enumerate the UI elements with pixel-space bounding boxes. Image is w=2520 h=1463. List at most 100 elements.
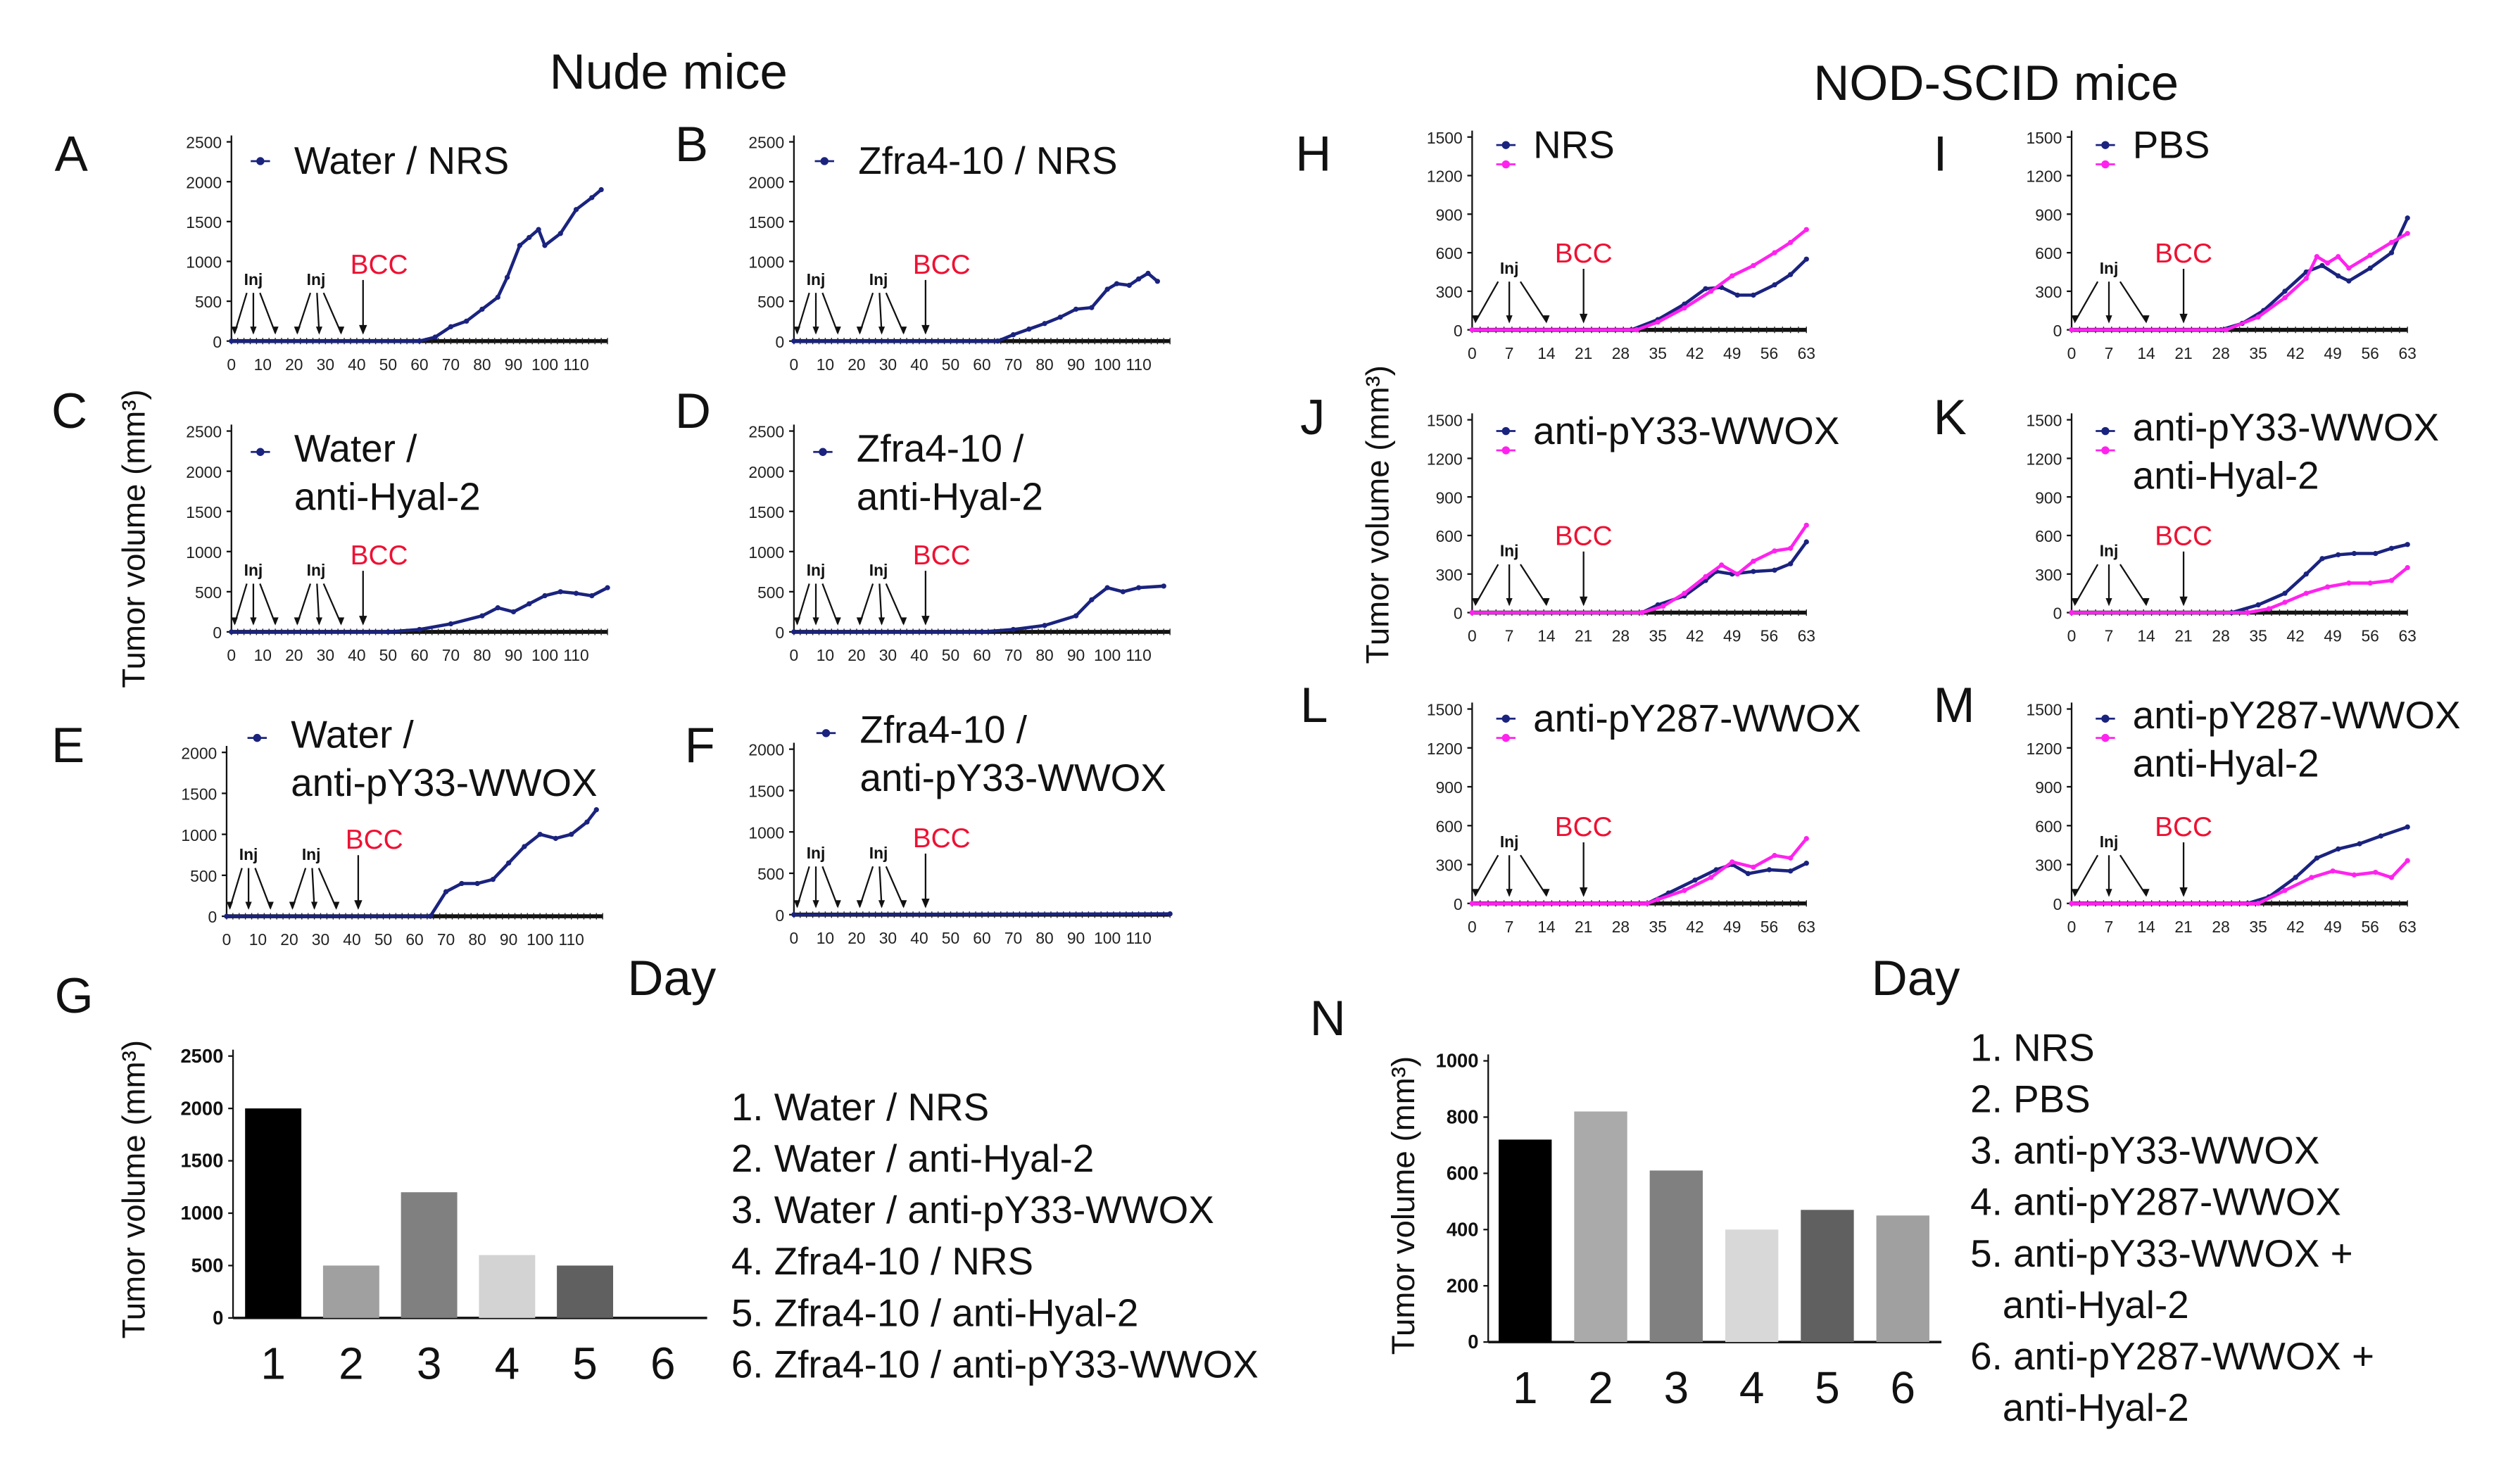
x-tick-label: 42 xyxy=(2286,344,2304,362)
data-point xyxy=(2282,887,2288,894)
data-point xyxy=(2357,841,2362,847)
data-point xyxy=(1682,887,1687,894)
arrow-head xyxy=(2071,889,2079,897)
x-category-label: 1 xyxy=(1513,1362,1538,1413)
x-category-label: 6 xyxy=(1890,1362,1915,1413)
arrow-head xyxy=(2105,889,2112,897)
inj-label: Inj xyxy=(302,845,321,863)
nude-mice-title: Nude mice xyxy=(550,44,788,99)
x-tick-label: 20 xyxy=(848,929,865,947)
data-point xyxy=(2405,231,2410,236)
legend-label: PBS xyxy=(2133,122,2210,166)
x-tick-label: 110 xyxy=(558,930,584,949)
nod-day-label: Day xyxy=(1872,950,1960,1006)
y-tick-label: 300 xyxy=(2035,856,2062,875)
x-tick-label: 49 xyxy=(2324,918,2341,936)
inj-label: Inj xyxy=(869,844,888,862)
x-tick-label: 0 xyxy=(2067,344,2077,362)
data-point xyxy=(1730,859,1735,865)
arrow-head xyxy=(267,901,274,910)
injection-arrow xyxy=(296,583,312,624)
arrow-head xyxy=(812,617,819,626)
arrow-head xyxy=(1579,596,1588,607)
bar-legend-item: 6. Zfra4-10 / anti-pY33-WWOX xyxy=(731,1342,1259,1386)
x-tick-label: 100 xyxy=(531,355,558,374)
y-tick-label: 300 xyxy=(1436,856,1463,875)
data-point xyxy=(569,831,574,837)
x-tick-label: 70 xyxy=(1004,355,1022,374)
data-point xyxy=(2282,289,2288,294)
arrow-head xyxy=(1506,597,1513,607)
data-point xyxy=(474,880,480,887)
arrow-head xyxy=(311,901,318,910)
x-tick-label: 50 xyxy=(379,646,397,664)
x-tick-label: 40 xyxy=(910,646,928,664)
data-point xyxy=(2303,275,2309,281)
y-tick-label: 600 xyxy=(1436,817,1463,835)
x-tick-label: 110 xyxy=(563,646,588,664)
data-point xyxy=(1135,585,1142,590)
injection-arrow xyxy=(2119,281,2147,322)
y-tick-label: 500 xyxy=(757,583,784,602)
panel-f: F 0 500 1000 1500 2000 0 10 20 30 40 50 60 70 80 90 100 1… xyxy=(685,707,1173,947)
data-point xyxy=(2373,869,2379,875)
data-point xyxy=(2069,901,2074,906)
g-y-axis-label: Tumor volume (mm³) xyxy=(115,1040,151,1338)
arrow-head xyxy=(2071,315,2079,324)
legend-label: Water / xyxy=(291,712,414,756)
data-point xyxy=(2373,550,2379,557)
legend-label: anti-pY33-WWOX xyxy=(1533,409,1839,452)
data-point xyxy=(1135,276,1142,282)
arrow-head xyxy=(2179,313,2188,324)
inj-label: Inj xyxy=(1500,259,1519,277)
data-point xyxy=(1089,597,1095,602)
injection-arrow xyxy=(254,868,272,909)
x-tick-label: 56 xyxy=(1760,918,1778,936)
x-tick-label: 0 xyxy=(227,646,236,664)
arrow-head xyxy=(250,327,257,335)
x-tick-label: 56 xyxy=(2361,627,2379,645)
inj-label: Inj xyxy=(307,270,326,289)
bcc-label: BCC xyxy=(351,540,408,571)
x-tick-label: 90 xyxy=(505,355,522,374)
x-tick-label: 50 xyxy=(379,355,397,374)
arrow-head xyxy=(338,327,345,335)
y-tick-label: 1500 xyxy=(1427,701,1463,719)
y-tick-label: 2000 xyxy=(748,741,784,759)
series-line-navy xyxy=(1472,258,1808,331)
x-category-label: 1 xyxy=(260,1338,286,1389)
x-tick-label: 70 xyxy=(442,646,460,664)
n-y-axis-label: Tumor volume (mm³) xyxy=(1385,1056,1421,1355)
x-tick-label: 80 xyxy=(468,930,486,949)
data-point xyxy=(605,585,610,590)
data-point xyxy=(2293,875,2298,880)
arrow-head xyxy=(1506,889,1513,897)
data-point xyxy=(495,605,500,611)
x-tick-label: 14 xyxy=(2137,344,2155,362)
data-point xyxy=(464,318,470,324)
x-tick-label: 0 xyxy=(790,646,799,664)
x-tick-label: 42 xyxy=(1686,627,1703,645)
data-point xyxy=(1089,305,1095,310)
arrow-head xyxy=(900,327,907,335)
x-tick-label: 0 xyxy=(2067,918,2077,936)
data-point xyxy=(791,912,797,918)
arrow-head xyxy=(226,901,234,910)
arrow-head xyxy=(354,900,363,910)
x-tick-label: 80 xyxy=(1035,929,1053,947)
bar-legend-item: 5. anti-pY33-WWOX + xyxy=(1970,1231,2352,1275)
arrow-head xyxy=(1506,315,1513,324)
x-category-label: 5 xyxy=(1815,1362,1840,1413)
panel-g: G 0 500 1000 1500 2000 2500 1 2 3 4 5 6 1. Water / NR… xyxy=(55,968,1259,1389)
legend-marker xyxy=(821,729,831,737)
bar-2 xyxy=(322,1265,379,1318)
data-point xyxy=(1057,315,1063,320)
bar-2 xyxy=(1574,1111,1627,1343)
legend-marker xyxy=(1501,141,1511,149)
data-point xyxy=(2314,855,2320,861)
panel-letter: C xyxy=(51,383,87,438)
injection-arrow xyxy=(234,583,248,624)
bcc-label: BCC xyxy=(2155,812,2212,842)
x-tick-label: 7 xyxy=(1505,918,1514,936)
x-tick-label: 56 xyxy=(1760,627,1778,645)
